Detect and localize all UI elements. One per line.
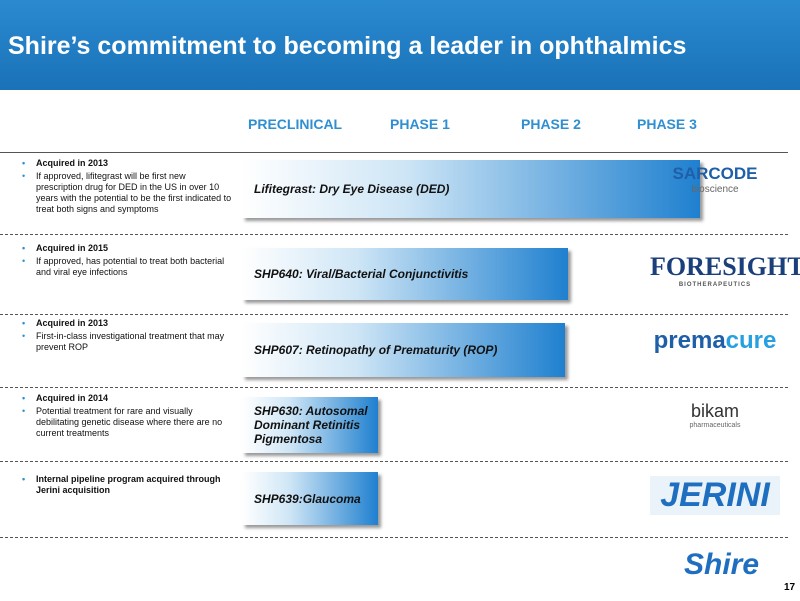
separator (0, 461, 788, 462)
logo-text: SARCODE (672, 164, 758, 183)
logo: bikam pharmaceuticals (650, 401, 780, 429)
bullet: Acquired in 2013 (22, 318, 232, 329)
logo-text: prema (653, 327, 726, 354)
phase: PHASE 1 (390, 116, 450, 132)
logo: premacure (650, 327, 780, 355)
logo: JERINI (650, 476, 780, 515)
logo-text: JERINI (650, 476, 780, 515)
title: Shire’s commitment to becoming a leader … (8, 32, 687, 60)
program-arrow: SHP607: Retinopathy of Prematurity (ROP) (242, 323, 565, 377)
logo: FORESIGHT BIOTHERAPEUTICS (650, 252, 800, 288)
bullet: Acquired in 2015 (22, 243, 232, 254)
logo-text: cure (725, 327, 777, 354)
bullets: Acquired in 2013 If approved, lifitegrast… (22, 158, 232, 217)
separator (0, 314, 788, 315)
bullet: Internal pipeline program acquired throu… (22, 474, 232, 496)
bullets: Acquired in 2014 Potential treatment for … (22, 393, 232, 441)
bullet: Potential treatment for rare and visuall… (22, 406, 232, 439)
separator (0, 234, 788, 235)
bullet: Acquired in 2013 (22, 158, 232, 169)
separator (0, 537, 788, 538)
logo: SARCODE bioscience (650, 164, 780, 195)
program-arrow: SHP630: Autosomal Dominant Retinitis Pig… (242, 397, 378, 453)
program-arrow: SHP639:Glaucoma (242, 472, 378, 525)
bullets: Internal pipeline program acquired throu… (22, 474, 232, 498)
rule (0, 152, 788, 153)
phase: PHASE 2 (521, 116, 581, 132)
phase: PHASE 3 (637, 116, 697, 132)
page-number: 17 (784, 582, 796, 593)
bullet: First-in-class investigational treatment… (22, 331, 232, 353)
logo-text: BIOTHERAPEUTICS (678, 282, 752, 288)
bullet: If approved, has potential to treat both… (22, 256, 232, 278)
phase: PRECLINICAL (248, 116, 343, 132)
logo-text: bioscience (691, 184, 739, 195)
program-arrow: Lifitegrast: Dry Eye Disease (DED) (242, 160, 700, 218)
logo-text: FORESIGHT (650, 252, 800, 281)
bullet: If approved, lifitegrast will be first n… (22, 171, 232, 215)
program-arrow: SHP640: Viral/Bacterial Conjunctivitis (242, 248, 568, 300)
shire-logo: Shire (684, 548, 760, 581)
bullets: Acquired in 2013 First-in-class investiga… (22, 318, 232, 355)
separator (0, 387, 788, 388)
bullets: Acquired in 2015 If approved, has potenti… (22, 243, 232, 280)
logo-text: pharmaceuticals (689, 422, 741, 429)
logo-text: bikam (690, 401, 739, 421)
title-bar (0, 0, 800, 90)
bullet: Acquired in 2014 (22, 393, 232, 404)
